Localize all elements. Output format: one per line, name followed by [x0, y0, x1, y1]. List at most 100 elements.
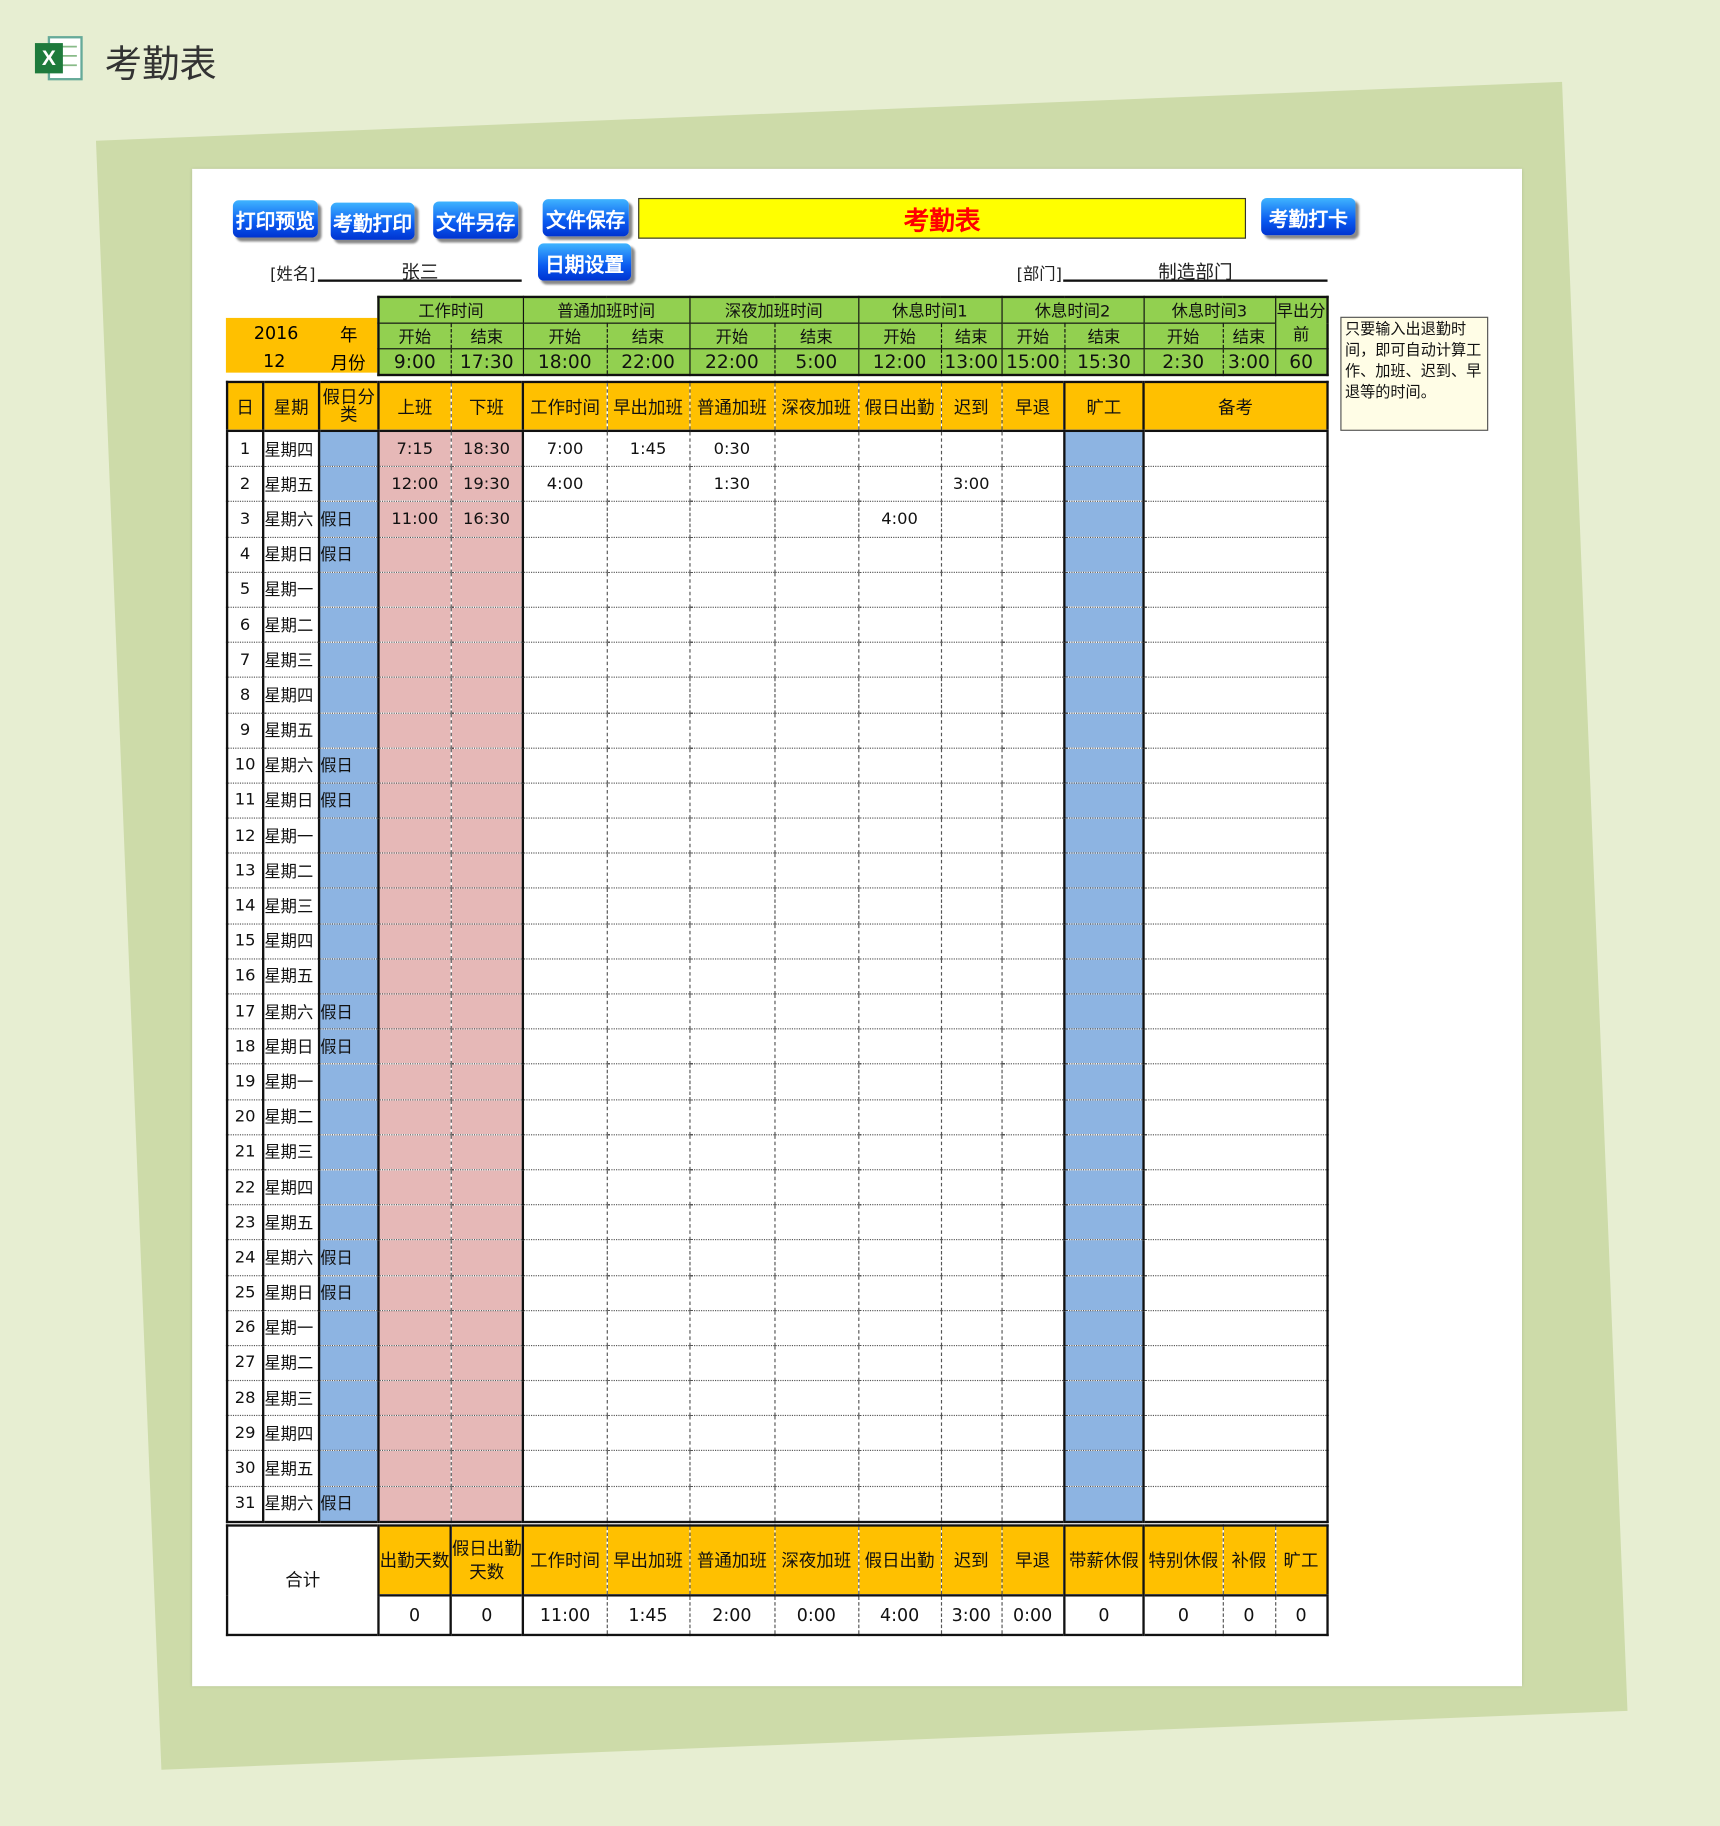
cell-work[interactable] — [521, 888, 607, 925]
cell-holiday[interactable]: 假日 — [317, 747, 379, 784]
cell-night-ot[interactable] — [773, 958, 859, 995]
cell-late[interactable] — [940, 712, 1002, 749]
cell-remark[interactable] — [1142, 572, 1328, 608]
cell-out[interactable] — [450, 782, 523, 819]
cell-work[interactable] — [521, 853, 607, 890]
cell-leave-early[interactable] — [1000, 466, 1065, 503]
cell-out[interactable] — [450, 958, 523, 995]
cell-night-ot[interactable] — [773, 677, 859, 714]
cell-remark[interactable] — [1142, 430, 1328, 468]
cell-in[interactable] — [377, 1029, 451, 1065]
cell-holiday[interactable] — [317, 1064, 379, 1100]
cell-late[interactable] — [940, 572, 1002, 608]
cell-normal-ot[interactable] — [688, 1450, 775, 1487]
cell-holiday-work[interactable] — [857, 1275, 941, 1311]
cell-night-ot[interactable] — [773, 1169, 859, 1206]
cell-holiday[interactable] — [317, 958, 379, 995]
cell-absent[interactable] — [1063, 572, 1144, 608]
cell-out[interactable] — [450, 607, 523, 643]
cell-absent[interactable] — [1063, 1345, 1144, 1382]
cell-in[interactable] — [377, 923, 451, 960]
cell-work[interactable] — [521, 501, 607, 538]
cell-absent[interactable] — [1063, 993, 1144, 1030]
cell-in[interactable] — [377, 1275, 451, 1311]
cell-normal-ot[interactable] — [688, 1275, 775, 1311]
cell-remark[interactable] — [1142, 853, 1328, 890]
cell-remark[interactable] — [1142, 1064, 1328, 1100]
cell-remark[interactable] — [1142, 1239, 1328, 1276]
cell-out[interactable] — [450, 1064, 523, 1100]
cell-leave-early[interactable] — [1000, 1099, 1065, 1136]
cell-normal-ot[interactable] — [688, 642, 775, 679]
cell-remark[interactable] — [1142, 536, 1328, 573]
cell-leave-early[interactable] — [1000, 923, 1065, 960]
cell-absent[interactable] — [1063, 853, 1144, 890]
cell-holiday-work[interactable] — [857, 1064, 941, 1100]
cell-night-ot[interactable] — [773, 1380, 859, 1417]
cell-holiday-work[interactable] — [857, 993, 941, 1030]
cell-out[interactable] — [450, 888, 523, 925]
cell-late[interactable] — [940, 1029, 1002, 1065]
cell-leave-early[interactable] — [1000, 1134, 1065, 1171]
cell-early-ot[interactable] — [606, 1415, 690, 1452]
cell-in[interactable] — [377, 958, 451, 995]
cell-absent[interactable] — [1063, 1169, 1144, 1206]
cell-absent[interactable] — [1063, 782, 1144, 819]
cell-work[interactable] — [521, 993, 607, 1030]
cell-night-ot[interactable] — [773, 430, 859, 468]
cell-normal-ot[interactable] — [688, 1029, 775, 1065]
cell-early-ot[interactable] — [606, 1099, 690, 1136]
cell-work[interactable] — [521, 1134, 607, 1171]
cell-remark[interactable] — [1142, 747, 1328, 784]
cell-holiday[interactable] — [317, 888, 379, 925]
cell-work[interactable] — [521, 642, 607, 679]
cell-work[interactable] — [521, 1380, 607, 1417]
cell-early-ot[interactable] — [606, 1169, 690, 1206]
cell-out[interactable] — [450, 572, 523, 608]
cell-in[interactable] — [377, 1345, 451, 1382]
cell-out[interactable] — [450, 993, 523, 1030]
cell-late[interactable] — [940, 1310, 1002, 1347]
cell-holiday-work[interactable] — [857, 430, 941, 468]
cell-night-ot[interactable] — [773, 888, 859, 925]
cell-work[interactable] — [521, 958, 607, 995]
cell-absent[interactable] — [1063, 1310, 1144, 1347]
cell-holiday[interactable] — [317, 677, 379, 714]
cell-out[interactable] — [450, 1380, 523, 1417]
cell-early-ot[interactable] — [606, 607, 690, 643]
cell-remark[interactable] — [1142, 888, 1328, 925]
cell-leave-early[interactable] — [1000, 853, 1065, 890]
cell-out[interactable] — [450, 1134, 523, 1171]
cell-late[interactable] — [940, 818, 1002, 854]
cell-holiday-work[interactable] — [857, 572, 941, 608]
cell-holiday[interactable]: 假日 — [317, 501, 379, 538]
cell-in[interactable] — [377, 1099, 451, 1136]
save-button[interactable]: 文件保存 — [542, 199, 629, 237]
cell-out[interactable] — [450, 1486, 523, 1523]
cell-holiday[interactable] — [317, 1380, 379, 1417]
cell-in[interactable] — [377, 1204, 451, 1241]
cell-holiday[interactable] — [317, 1134, 379, 1171]
cell-night-ot[interactable] — [773, 1486, 859, 1523]
cell-remark[interactable] — [1142, 677, 1328, 714]
cell-out[interactable] — [450, 677, 523, 714]
cell-out[interactable] — [450, 1029, 523, 1065]
cell-early-ot[interactable] — [606, 1204, 690, 1241]
early-minutes-value[interactable]: 60 — [1274, 348, 1328, 375]
settings-time-value[interactable]: 18:00 — [522, 348, 607, 375]
cell-out[interactable] — [450, 1310, 523, 1347]
cell-early-ot[interactable] — [606, 747, 690, 784]
cell-night-ot[interactable] — [773, 1099, 859, 1136]
cell-leave-early[interactable] — [1000, 677, 1065, 714]
cell-late[interactable] — [940, 782, 1002, 819]
cell-remark[interactable] — [1142, 1345, 1328, 1382]
cell-work[interactable] — [521, 818, 607, 854]
cell-night-ot[interactable] — [773, 1239, 859, 1276]
cell-work[interactable] — [521, 782, 607, 819]
settings-time-value[interactable]: 9:00 — [377, 348, 451, 375]
cell-in[interactable] — [377, 818, 451, 854]
cell-in[interactable] — [377, 1415, 451, 1452]
cell-early-ot[interactable] — [606, 466, 690, 503]
cell-leave-early[interactable] — [1000, 1064, 1065, 1100]
cell-holiday[interactable] — [317, 642, 379, 679]
